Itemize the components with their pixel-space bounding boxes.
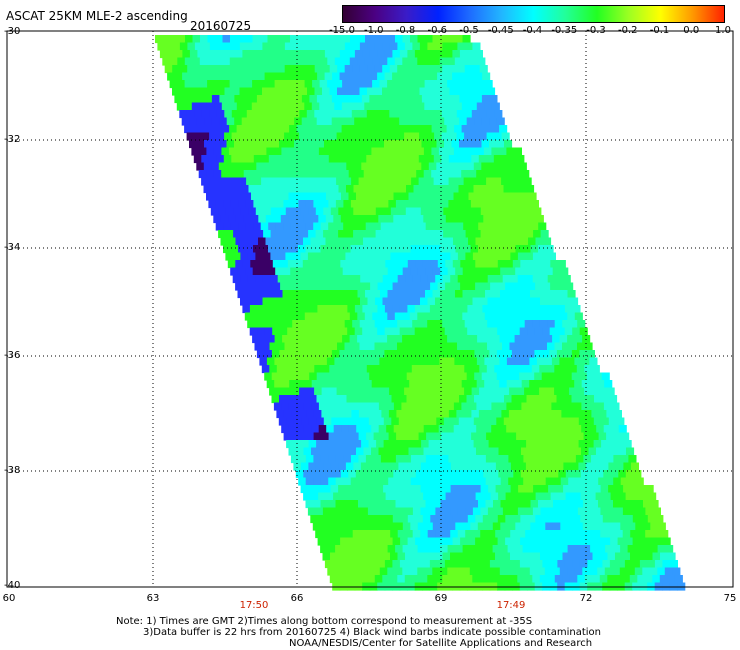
lat-lon-grid <box>7 31 733 587</box>
map-title: ASCAT 25KM MLE-2 ascending <box>6 9 188 23</box>
map-date: 20160725 <box>190 19 252 33</box>
map-frame <box>6 30 734 588</box>
time-label-right: 17:49 <box>496 600 526 611</box>
lon-label-63: 63 <box>146 593 160 604</box>
lon-label-75: 75 <box>723 593 737 604</box>
lat-label-30: -30 <box>4 26 21 37</box>
note-line-2: 3)Data buffer is 22 hrs from 20160725 4)… <box>143 627 601 638</box>
lon-label-72: 72 <box>579 593 593 604</box>
lon-label-60: 60 <box>2 593 16 604</box>
color-scale-bar <box>342 5 725 23</box>
lat-label-34: -34 <box>4 242 21 253</box>
lat-label-36: -36 <box>4 350 21 361</box>
lon-label-66: 66 <box>290 593 304 604</box>
lat-label-32: -32 <box>4 134 21 145</box>
time-label-left: 17:50 <box>239 600 269 611</box>
note-line-1: Note: 1) Times are GMT 2)Times along bot… <box>116 616 533 627</box>
note-line-3: NOAA/NESDIS/Center for Satellite Applica… <box>289 638 593 649</box>
lon-label-69: 69 <box>434 593 448 604</box>
lat-label-40: -40 <box>4 580 21 591</box>
swath-data <box>155 35 686 591</box>
lat-label-38: -38 <box>4 465 21 476</box>
